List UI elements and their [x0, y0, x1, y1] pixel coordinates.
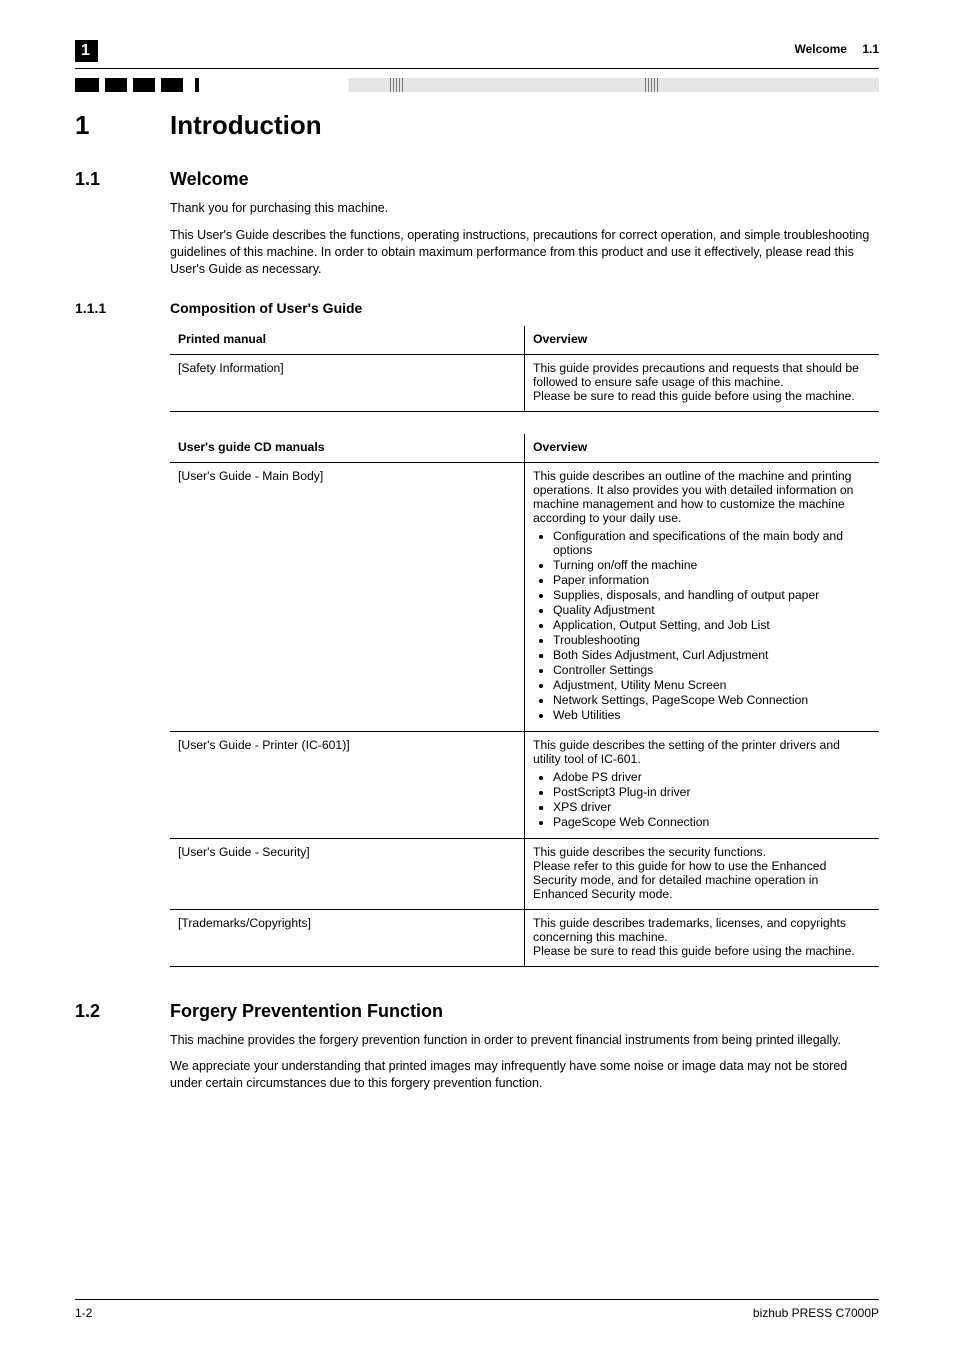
table-cell: This guide describes the setting of the …	[525, 731, 880, 838]
header-decor-strip	[75, 78, 879, 92]
chapter-number: 1	[75, 110, 170, 141]
section-number: 1.2	[75, 1001, 170, 1022]
page-header: 1 Welcome 1.1	[75, 40, 879, 70]
table-cell: [User's Guide - Printer (IC-601)]	[170, 731, 525, 838]
table-cell: This guide describes the security functi…	[525, 838, 880, 909]
subsection-title: Composition of User's Guide	[170, 300, 362, 316]
paragraph: This machine provides the forgery preven…	[170, 1032, 879, 1049]
section-number: 1.1	[75, 169, 170, 190]
footer-product-name: bizhub PRESS C7000P	[753, 1306, 879, 1320]
list-item: Troubleshooting	[553, 633, 871, 647]
page-footer: 1-2 bizhub PRESS C7000P	[75, 1299, 879, 1320]
footer-page-number: 1-2	[75, 1306, 92, 1320]
table-cell: [Trademarks/Copyrights]	[170, 909, 525, 966]
table-cell: This guide provides precautions and requ…	[525, 354, 880, 411]
table-row: [Trademarks/Copyrights]This guide descri…	[170, 909, 879, 966]
header-rule	[75, 68, 879, 69]
cd-manuals-table: User's guide CD manuals Overview [User's…	[170, 434, 879, 967]
header-right: Welcome 1.1	[795, 42, 880, 56]
printed-manual-table: Printed manual Overview [Safety Informat…	[170, 326, 879, 412]
paragraph: Thank you for purchasing this machine.	[170, 200, 879, 217]
list-item: Adjustment, Utility Menu Screen	[553, 678, 871, 692]
table-cell: This guide describes trademarks, license…	[525, 909, 880, 966]
list-item: Application, Output Setting, and Job Lis…	[553, 618, 871, 632]
list-item: XPS driver	[553, 800, 871, 814]
list-item: PageScope Web Connection	[553, 815, 871, 829]
list-item: Quality Adjustment	[553, 603, 871, 617]
table-row: [User's Guide - Main Body]This guide des…	[170, 462, 879, 731]
list-item: Adobe PS driver	[553, 770, 871, 784]
section-1-2-heading: 1.2 Forgery Preventention Function	[75, 1001, 879, 1022]
list-item: Controller Settings	[553, 663, 871, 677]
chapter-title: Introduction	[170, 110, 322, 141]
list-item: Both Sides Adjustment, Curl Adjustment	[553, 648, 871, 662]
list-item: Network Settings, PageScope Web Connecti…	[553, 693, 871, 707]
section-title: Welcome	[170, 169, 249, 190]
table-row: [User's Guide - Printer (IC-601)]This gu…	[170, 731, 879, 838]
list-item: Configuration and specifications of the …	[553, 529, 871, 557]
table-cell: [Safety Information]	[170, 354, 525, 411]
bullet-list: Configuration and specifications of the …	[553, 529, 871, 722]
list-item: Paper information	[553, 573, 871, 587]
table-header: Overview	[525, 434, 880, 463]
chapter-heading: 1 Introduction	[75, 110, 879, 141]
table-row: [User's Guide - Security]This guide desc…	[170, 838, 879, 909]
header-section-title: Welcome	[795, 42, 847, 56]
header-chapter-box: 1	[75, 40, 98, 62]
header-section-num: 1.1	[862, 42, 879, 56]
subsection-number: 1.1.1	[75, 300, 170, 316]
section-1-1-heading: 1.1 Welcome	[75, 169, 879, 190]
list-item: Turning on/off the machine	[553, 558, 871, 572]
list-item: Web Utilities	[553, 708, 871, 722]
section-title: Forgery Preventention Function	[170, 1001, 443, 1022]
table-cell: [User's Guide - Main Body]	[170, 462, 525, 731]
list-item: PostScript3 Plug-in driver	[553, 785, 871, 799]
paragraph: We appreciate your understanding that pr…	[170, 1058, 879, 1092]
table-header: Overview	[525, 326, 880, 355]
bullet-list: Adobe PS driverPostScript3 Plug-in drive…	[553, 770, 871, 829]
paragraph: This User's Guide describes the function…	[170, 227, 879, 278]
list-item: Supplies, disposals, and handling of out…	[553, 588, 871, 602]
table-header: Printed manual	[170, 326, 525, 355]
table-header: User's guide CD manuals	[170, 434, 525, 463]
table-cell: This guide describes an outline of the m…	[525, 462, 880, 731]
table-row: [Safety Information]This guide provides …	[170, 354, 879, 411]
table-cell: [User's Guide - Security]	[170, 838, 525, 909]
subsection-1-1-1-heading: 1.1.1 Composition of User's Guide	[75, 300, 879, 316]
